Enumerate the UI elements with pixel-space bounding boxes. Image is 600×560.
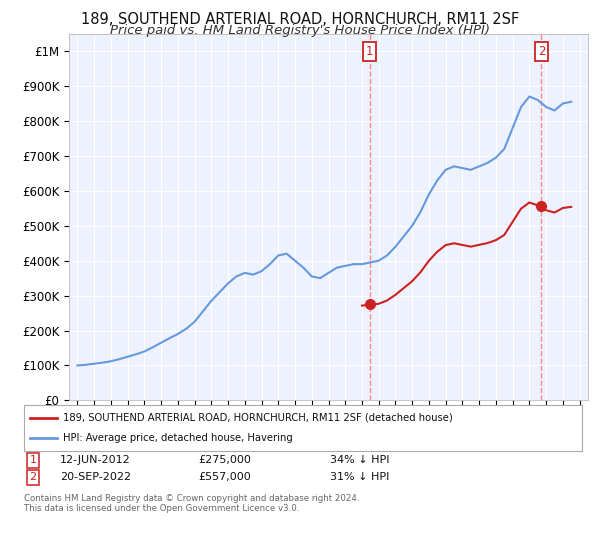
Text: 31% ↓ HPI: 31% ↓ HPI (330, 472, 389, 482)
FancyBboxPatch shape (24, 405, 582, 451)
Text: 189, SOUTHEND ARTERIAL ROAD, HORNCHURCH, RM11 2SF (detached house): 189, SOUTHEND ARTERIAL ROAD, HORNCHURCH,… (63, 413, 453, 423)
Text: 34% ↓ HPI: 34% ↓ HPI (330, 455, 389, 465)
Text: 1: 1 (366, 45, 373, 58)
Text: HPI: Average price, detached house, Havering: HPI: Average price, detached house, Have… (63, 433, 293, 443)
Text: 1: 1 (29, 455, 37, 465)
Text: £557,000: £557,000 (198, 472, 251, 482)
Text: £275,000: £275,000 (198, 455, 251, 465)
Text: 20-SEP-2022: 20-SEP-2022 (60, 472, 131, 482)
Text: 2: 2 (538, 45, 545, 58)
Text: Contains HM Land Registry data © Crown copyright and database right 2024.
This d: Contains HM Land Registry data © Crown c… (24, 494, 359, 514)
Text: 12-JUN-2012: 12-JUN-2012 (60, 455, 131, 465)
Text: 189, SOUTHEND ARTERIAL ROAD, HORNCHURCH, RM11 2SF: 189, SOUTHEND ARTERIAL ROAD, HORNCHURCH,… (81, 12, 519, 27)
Text: 2: 2 (29, 472, 37, 482)
Text: Price paid vs. HM Land Registry's House Price Index (HPI): Price paid vs. HM Land Registry's House … (110, 24, 490, 37)
